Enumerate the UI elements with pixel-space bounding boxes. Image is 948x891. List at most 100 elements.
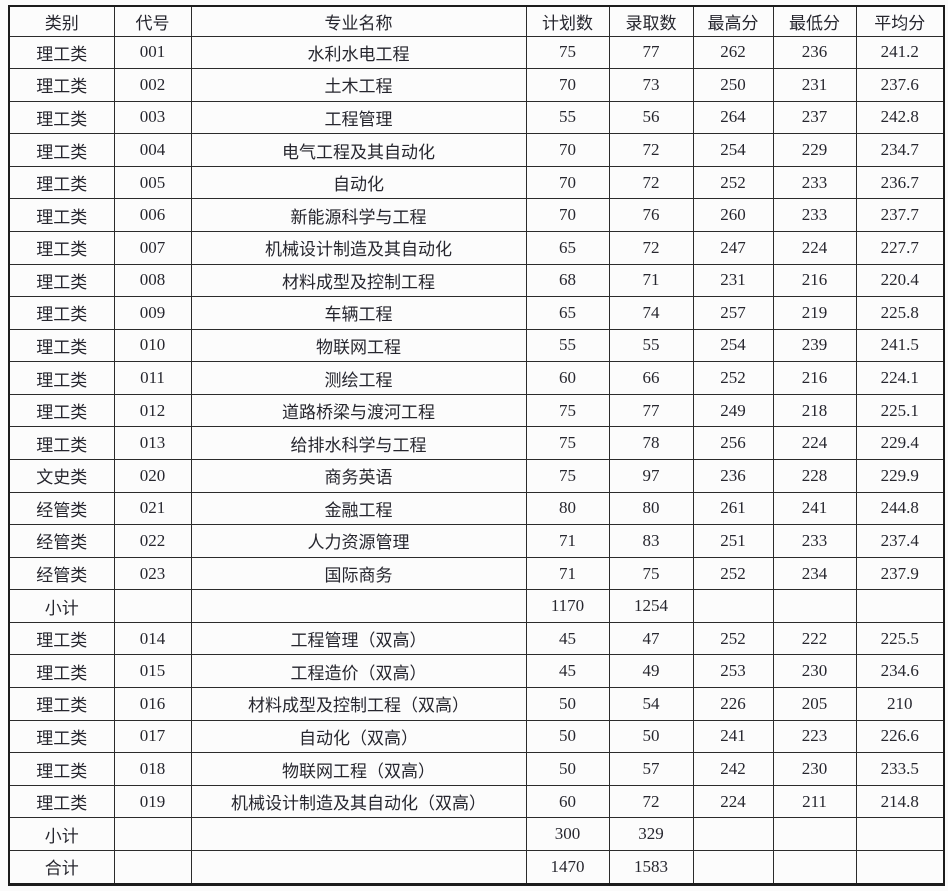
cell-max-score: 242 xyxy=(692,752,774,786)
cell-category: 合计 xyxy=(8,849,115,886)
cell-planned-count: 50 xyxy=(525,687,610,721)
cell-max-score: 254 xyxy=(692,328,774,363)
cell-avg-score: 237.9 xyxy=(855,556,945,591)
cell-min-score: 233 xyxy=(772,524,857,558)
cell-category: 理工类 xyxy=(8,719,115,754)
cell-max-score: 262 xyxy=(692,35,774,70)
cell-code: 011 xyxy=(113,361,192,395)
cell-code: 013 xyxy=(113,426,192,461)
table-row: 理工类 013 给排水科学与工程 75 78 256 224 229.4 xyxy=(8,426,945,461)
table-row: 理工类 008 材料成型及控制工程 68 71 231 216 220.4 xyxy=(8,263,945,298)
cell-avg-score: 241.5 xyxy=(855,328,945,363)
cell-admitted-count: 329 xyxy=(608,817,694,851)
cell-avg-score: 244.8 xyxy=(855,491,945,526)
cell-max-score: 249 xyxy=(692,393,774,428)
cell-planned-count: 55 xyxy=(525,100,610,135)
cell-min-score: 224 xyxy=(772,230,857,265)
column-header-category: 类别 xyxy=(8,5,115,37)
cell-code: 004 xyxy=(113,133,192,167)
cell-code: 020 xyxy=(113,459,192,493)
table-row: 理工类 009 车辆工程 65 74 257 219 225.8 xyxy=(8,296,945,330)
cell-major-name: 道路桥梁与渡河工程 xyxy=(190,393,527,428)
cell-admitted-count: 56 xyxy=(608,100,694,135)
cell-max-score xyxy=(692,589,774,623)
cell-avg-score: 237.7 xyxy=(855,198,945,232)
cell-category: 经管类 xyxy=(8,491,115,526)
cell-max-score: 226 xyxy=(692,687,774,721)
cell-admitted-count: 74 xyxy=(608,296,694,330)
cell-min-score xyxy=(772,817,857,851)
cell-code xyxy=(113,589,192,623)
cell-avg-score: 237.4 xyxy=(855,524,945,558)
cell-planned-count: 55 xyxy=(525,328,610,363)
cell-admitted-count: 72 xyxy=(608,165,694,200)
cell-admitted-count: 78 xyxy=(608,426,694,461)
cell-major-name: 新能源科学与工程 xyxy=(190,198,527,232)
admission-scores-table: 类别 代号 专业名称 计划数 录取数 最高分 最低分 平均分 理工类 001 水利水电工程 75 77… xyxy=(8,5,945,886)
table-row: 理工类 001 水利水电工程 75 77 262 236 241.2 xyxy=(8,35,945,70)
cell-major-name: 机械设计制造及其自动化 xyxy=(190,230,527,265)
cell-avg-score xyxy=(855,589,945,623)
cell-avg-score: 226.6 xyxy=(855,719,945,754)
table-row: 理工类 010 物联网工程 55 55 254 239 241.5 xyxy=(8,328,945,363)
cell-avg-score: 242.8 xyxy=(855,100,945,135)
cell-max-score: 264 xyxy=(692,100,774,135)
cell-avg-score: 220.4 xyxy=(855,263,945,298)
cell-max-score: 256 xyxy=(692,426,774,461)
cell-avg-score xyxy=(855,849,945,886)
cell-category: 理工类 xyxy=(8,198,115,232)
cell-major-name: 物联网工程 xyxy=(190,328,527,363)
cell-max-score xyxy=(692,849,774,886)
cell-avg-score: 225.8 xyxy=(855,296,945,330)
cell-admitted-count: 72 xyxy=(608,230,694,265)
cell-admitted-count: 80 xyxy=(608,491,694,526)
cell-admitted-count: 66 xyxy=(608,361,694,395)
cell-avg-score: 236.7 xyxy=(855,165,945,200)
table-row: 合计 1470 1583 xyxy=(8,849,945,886)
cell-major-name xyxy=(190,589,527,623)
cell-min-score: 234 xyxy=(772,556,857,591)
column-header-avg-score: 平均分 xyxy=(855,5,945,37)
cell-planned-count: 75 xyxy=(525,459,610,493)
cell-admitted-count: 1583 xyxy=(608,849,694,886)
cell-avg-score: 225.1 xyxy=(855,393,945,428)
cell-max-score: 261 xyxy=(692,491,774,526)
cell-max-score: 250 xyxy=(692,68,774,102)
cell-category: 理工类 xyxy=(8,752,115,786)
cell-category: 经管类 xyxy=(8,524,115,558)
table-row: 理工类 004 电气工程及其自动化 70 72 254 229 234.7 xyxy=(8,133,945,167)
cell-category: 小计 xyxy=(8,589,115,623)
cell-major-name: 车辆工程 xyxy=(190,296,527,330)
cell-planned-count: 50 xyxy=(525,752,610,786)
cell-admitted-count: 57 xyxy=(608,752,694,786)
cell-category: 理工类 xyxy=(8,263,115,298)
table-row: 小计 300 329 xyxy=(8,817,945,851)
cell-planned-count: 80 xyxy=(525,491,610,526)
cell-category: 理工类 xyxy=(8,426,115,461)
cell-code xyxy=(113,817,192,851)
cell-major-name: 金融工程 xyxy=(190,491,527,526)
column-header-code: 代号 xyxy=(113,5,192,37)
cell-admitted-count: 1254 xyxy=(608,589,694,623)
cell-planned-count: 70 xyxy=(525,133,610,167)
cell-admitted-count: 76 xyxy=(608,198,694,232)
cell-code: 006 xyxy=(113,198,192,232)
cell-major-name: 机械设计制造及其自动化（双高） xyxy=(190,784,527,819)
cell-category: 理工类 xyxy=(8,100,115,135)
cell-major-name: 自动化 xyxy=(190,165,527,200)
column-header-min-score: 最低分 xyxy=(772,5,857,37)
cell-code: 008 xyxy=(113,263,192,298)
cell-min-score: 216 xyxy=(772,263,857,298)
table-row: 小计 1170 1254 xyxy=(8,589,945,623)
cell-avg-score: 234.7 xyxy=(855,133,945,167)
cell-major-name: 材料成型及控制工程（双高） xyxy=(190,687,527,721)
table-row: 理工类 015 工程造价（双高） 45 49 253 230 234.6 xyxy=(8,654,945,689)
cell-category: 理工类 xyxy=(8,328,115,363)
table-row: 理工类 018 物联网工程（双高） 50 57 242 230 233.5 xyxy=(8,752,945,786)
cell-category: 理工类 xyxy=(8,654,115,689)
cell-category: 理工类 xyxy=(8,621,115,656)
cell-code: 021 xyxy=(113,491,192,526)
cell-code: 012 xyxy=(113,393,192,428)
cell-min-score: 237 xyxy=(772,100,857,135)
cell-min-score: 233 xyxy=(772,198,857,232)
